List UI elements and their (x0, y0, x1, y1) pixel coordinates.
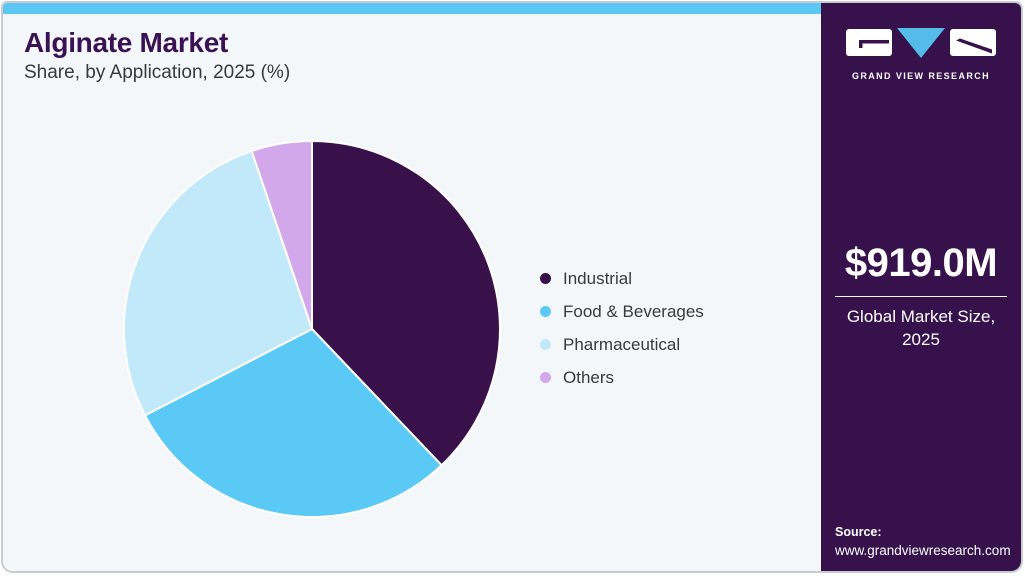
pie-chart (123, 140, 501, 518)
market-size-divider (835, 296, 1007, 297)
chart-subtitle: Share, by Application, 2025 (%) (24, 62, 291, 84)
legend-label: Food & Beverages (563, 301, 704, 321)
pie-slice-food-beverages (144, 328, 443, 518)
legend-swatch-icon (540, 372, 551, 383)
top-accent-bar (3, 3, 821, 14)
legend-item: Industrial (540, 268, 704, 289)
legend-swatch-icon (540, 273, 551, 284)
legend-item: Others (540, 367, 704, 388)
gvr-logo-icon (846, 28, 996, 58)
source-label: Source: (835, 525, 882, 540)
market-size-value: $919.0M (844, 241, 998, 285)
chart-header: Alginate Market Share, by Application, 2… (3, 14, 821, 85)
legend-item: Pharmaceutical (540, 334, 704, 355)
logo-r-mark (956, 38, 992, 54)
chart-title: Alginate Market (24, 27, 228, 58)
legend-label: Pharmaceutical (563, 334, 681, 354)
pie-slice-industrial (311, 140, 501, 467)
logo-wordmark: GRAND VIEW RESEARCH (851, 71, 991, 81)
pie-chart-container (117, 134, 507, 524)
logo-g-mark (859, 40, 889, 48)
market-size-label: Global Market Size, 2025 (846, 307, 996, 349)
pie-slice-others (250, 140, 313, 330)
sidebar: GRAND VIEW RESEARCH $919.0M Global Marke… (821, 3, 1021, 571)
pie-slice-pharmaceutical (123, 149, 313, 417)
source-block: Source: www.grandviewresearch.com (835, 523, 1011, 560)
legend: Industrial Food & Beverages Pharmaceutical… (540, 268, 704, 400)
legend-swatch-icon (540, 339, 551, 350)
gvr-logo: GRAND VIEW RESEARCH (821, 25, 1021, 81)
source-url: www.grandviewresearch.com (835, 542, 1011, 558)
chart-area: Alginate Market Share, by Application, 2… (3, 3, 821, 571)
logo-v-triangle-icon (897, 28, 945, 58)
legend-swatch-icon (540, 306, 551, 317)
legend-label: Industrial (563, 268, 632, 288)
market-size-block: $919.0M Global Market Size, 2025 (821, 241, 1021, 352)
legend-label: Others (563, 367, 615, 387)
legend-item: Food & Beverages (540, 301, 704, 322)
